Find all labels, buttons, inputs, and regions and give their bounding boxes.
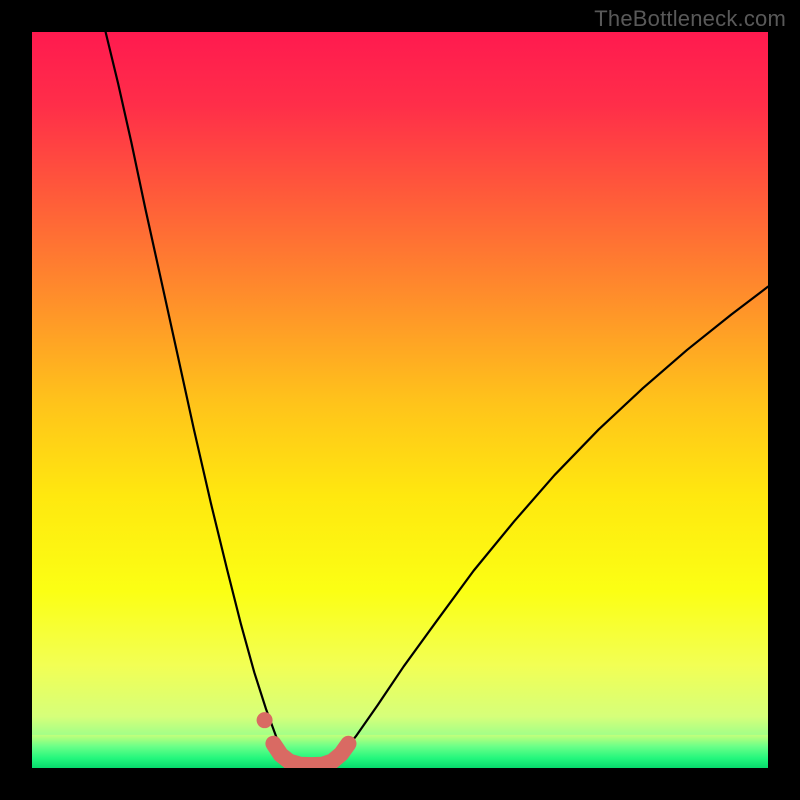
watermark-text: TheBottleneck.com: [594, 6, 786, 32]
plot-area: [32, 32, 768, 768]
figure-root: TheBottleneck.com: [0, 0, 800, 800]
trough-markers: [32, 32, 768, 768]
